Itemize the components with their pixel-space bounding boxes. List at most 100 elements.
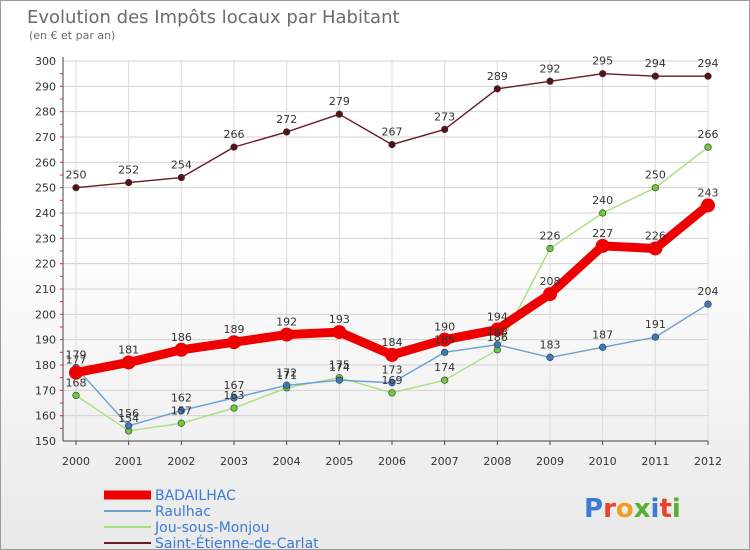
y-tick-label: 160	[35, 410, 56, 423]
data-label-jou-sous-monjou: 250	[645, 169, 666, 182]
x-tick-label: 2012	[694, 455, 722, 468]
y-tick-label: 280	[35, 106, 56, 119]
data-label-saint-etienne-de-carlat: 294	[645, 57, 666, 70]
data-label-badailhac: 186	[171, 331, 192, 344]
y-tick-label: 270	[35, 131, 56, 144]
data-label-raulhac: 156	[118, 407, 139, 420]
logo-letter: P	[584, 494, 603, 524]
point-saint-etienne-de-carlat	[493, 85, 501, 93]
data-label-raulhac: 173	[382, 364, 403, 377]
data-label-badailhac: 243	[698, 186, 719, 199]
legend-label: Saint-Étienne-de-Carlat	[155, 535, 319, 549]
data-label-jou-sous-monjou: 175	[329, 359, 350, 372]
point-saint-etienne-de-carlat	[230, 143, 238, 151]
proxiti-logo: Proxiti	[584, 494, 681, 524]
data-label-badailhac: 189	[224, 323, 245, 336]
y-tick-label: 200	[35, 308, 56, 321]
point-saint-etienne-de-carlat	[599, 70, 607, 78]
data-label-saint-etienne-de-carlat: 254	[171, 159, 192, 172]
data-label-jou-sous-monjou: 171	[276, 369, 297, 382]
axis-layer: 150 160 170 180 190 200 210 220 230 240 250 260 270 2…	[35, 55, 722, 468]
data-label-jou-sous-monjou: 169	[382, 374, 403, 387]
data-label-raulhac: 179	[66, 349, 87, 362]
x-tick-label: 2003	[220, 455, 248, 468]
point-jou-sous-monjou	[651, 184, 659, 192]
point-jou-sous-monjou	[388, 389, 396, 397]
point-raulhac	[283, 381, 291, 389]
logo-letter: r	[603, 494, 616, 524]
point-badailhac	[174, 342, 189, 357]
x-tick-label: 2007	[431, 455, 459, 468]
point-raulhac	[441, 348, 449, 356]
data-label-jou-sous-monjou: 163	[224, 389, 245, 402]
data-label-badailhac: 208	[540, 275, 561, 288]
data-label-raulhac: 187	[592, 328, 613, 341]
point-saint-etienne-de-carlat	[441, 125, 449, 133]
point-saint-etienne-de-carlat	[283, 128, 291, 136]
x-tick-label: 2008	[483, 455, 511, 468]
data-label-saint-etienne-de-carlat: 273	[434, 110, 455, 123]
y-tick-label: 250	[35, 182, 56, 195]
grid-layer	[63, 60, 709, 442]
point-raulhac	[599, 343, 607, 351]
data-label-raulhac: 172	[276, 366, 297, 379]
point-raulhac	[125, 422, 133, 430]
data-label-raulhac: 191	[645, 318, 666, 331]
x-tick-label: 2005	[325, 455, 353, 468]
legend: BADAILHACRaulhacJou-sous-MonjouSaint-Éti…	[104, 488, 319, 549]
y-tick-label: 230	[35, 232, 56, 245]
legend-label: Jou-sous-Monjou	[154, 520, 270, 536]
point-badailhac	[701, 198, 715, 213]
data-label-raulhac: 162	[171, 392, 192, 405]
point-badailhac	[595, 238, 610, 253]
point-raulhac	[388, 379, 396, 387]
logo-letter: o	[616, 494, 634, 524]
logo-letter: t	[659, 494, 671, 524]
logo-letter: x	[634, 494, 651, 524]
point-saint-etienne-de-carlat	[335, 110, 343, 118]
data-label-saint-etienne-de-carlat: 289	[487, 70, 508, 83]
x-tick-label: 2011	[641, 455, 669, 468]
point-jou-sous-monjou	[72, 391, 80, 400]
y-tick-label: 290	[35, 80, 56, 93]
data-label-saint-etienne-de-carlat: 295	[592, 55, 613, 68]
data-label-saint-etienne-de-carlat: 250	[66, 169, 87, 182]
data-label-jou-sous-monjou: 174	[434, 361, 455, 374]
point-raulhac	[704, 300, 712, 308]
y-tick-label: 260	[35, 156, 56, 169]
point-badailhac	[121, 355, 136, 370]
point-saint-etienne-de-carlat	[388, 141, 396, 149]
point-saint-etienne-de-carlat	[704, 72, 712, 80]
x-tick-label: 2001	[115, 455, 143, 468]
logo-text: Proxiti	[584, 494, 681, 524]
point-jou-sous-monjou	[230, 404, 238, 412]
point-jou-sous-monjou	[546, 244, 554, 253]
data-label-raulhac: 183	[540, 338, 561, 351]
point-saint-etienne-de-carlat	[125, 179, 133, 187]
point-badailhac	[543, 287, 557, 302]
point-raulhac	[493, 341, 501, 349]
data-label-badailhac: 193	[329, 313, 350, 326]
data-label-badailhac: 226	[645, 229, 666, 242]
y-tick-label: 190	[35, 334, 56, 347]
point-jou-sous-monjou	[177, 419, 185, 427]
data-label-badailhac: 184	[382, 336, 403, 349]
data-label-badailhac: 177	[66, 354, 87, 367]
data-label-jou-sous-monjou: 157	[171, 404, 192, 417]
y-tick-label: 210	[35, 283, 56, 296]
data-labels-layer: 250 252 254 266 272 279 267 273 289 292 295 294 294 1…	[66, 55, 719, 425]
point-raulhac	[177, 407, 185, 415]
data-label-saint-etienne-de-carlat: 252	[118, 164, 139, 177]
logo-letter: i	[672, 494, 681, 524]
data-label-jou-sous-monjou: 168	[66, 376, 87, 389]
x-tick-label: 2006	[378, 455, 406, 468]
data-label-badailhac: 190	[434, 321, 455, 334]
point-badailhac	[648, 241, 663, 256]
data-label-saint-etienne-de-carlat: 266	[224, 128, 245, 141]
point-badailhac	[227, 335, 241, 350]
point-jou-sous-monjou	[599, 209, 607, 217]
y-tick-label: 150	[35, 435, 56, 448]
data-label-saint-etienne-de-carlat: 292	[540, 62, 561, 75]
point-raulhac	[335, 376, 343, 384]
